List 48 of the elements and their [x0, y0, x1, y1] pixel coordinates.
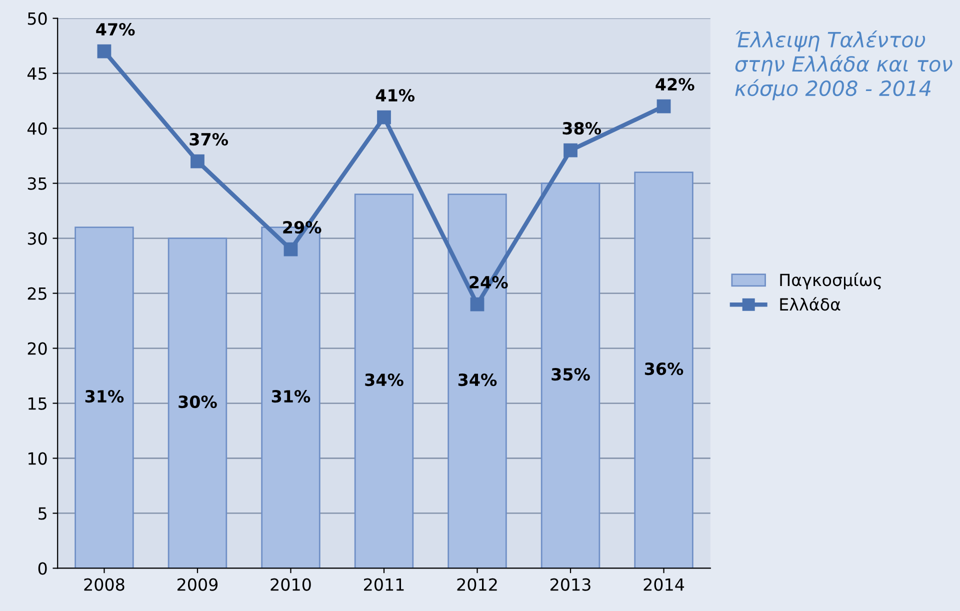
y-tick-label: 35	[28, 177, 46, 190]
legend-label: Ελλάδα	[780, 297, 840, 311]
bar	[354, 194, 414, 568]
data-label: 31%	[272, 390, 310, 403]
x-tick-label: 2010	[270, 578, 311, 591]
x-tick-label: 2014	[644, 578, 684, 591]
data-label: 34%	[365, 373, 404, 386]
legend-label: Παγκοσμίως	[780, 272, 881, 290]
bar	[634, 172, 694, 568]
data-label: 30%	[178, 395, 217, 408]
x-tick-label: 2009	[178, 578, 218, 591]
point	[470, 297, 484, 312]
bar	[540, 182, 600, 568]
y-tick-label: 5	[38, 507, 46, 520]
y-tick-label: 25	[28, 287, 46, 300]
point	[377, 110, 391, 124]
y-tick-label: 15	[28, 397, 46, 410]
data-label: 34%	[458, 373, 497, 386]
x-tick-label: 2011	[364, 578, 404, 591]
data-label: 31%	[85, 390, 124, 403]
y-tick-label: 30	[28, 232, 47, 245]
point	[97, 44, 112, 58]
y-tick-label: 0	[38, 562, 47, 575]
x-tick-label: 2012	[457, 578, 497, 591]
y-tick-label: 50	[28, 12, 47, 25]
y-tick-label: 10	[28, 452, 47, 465]
x-tick-label: 2008	[84, 578, 124, 591]
y-tick-label: 20	[28, 342, 47, 355]
data-label: 36%	[644, 362, 684, 376]
data-label: 41%	[376, 88, 415, 102]
bar	[74, 226, 134, 568]
y-tick-label: 45	[27, 68, 46, 80]
x-tick-label: 2013	[550, 578, 590, 591]
data-label: 37%	[190, 132, 228, 146]
data-label: 38%	[562, 122, 602, 135]
data-label: 35%	[552, 368, 590, 381]
data-label: 24%	[470, 276, 508, 289]
point	[190, 154, 204, 168]
bar	[448, 194, 507, 568]
data-label: 47%	[96, 22, 135, 36]
data-label: 42%	[656, 78, 694, 91]
text: Έλλειψη Ταλέντου στην Ελλάδα και τον κόσμο 2008 - 2014	[735, 30, 952, 100]
point	[564, 143, 578, 158]
point	[656, 99, 671, 114]
data-label: 29%	[283, 220, 322, 234]
point	[284, 242, 298, 256]
y-tick-label: 40	[27, 122, 47, 135]
bar	[168, 238, 228, 568]
